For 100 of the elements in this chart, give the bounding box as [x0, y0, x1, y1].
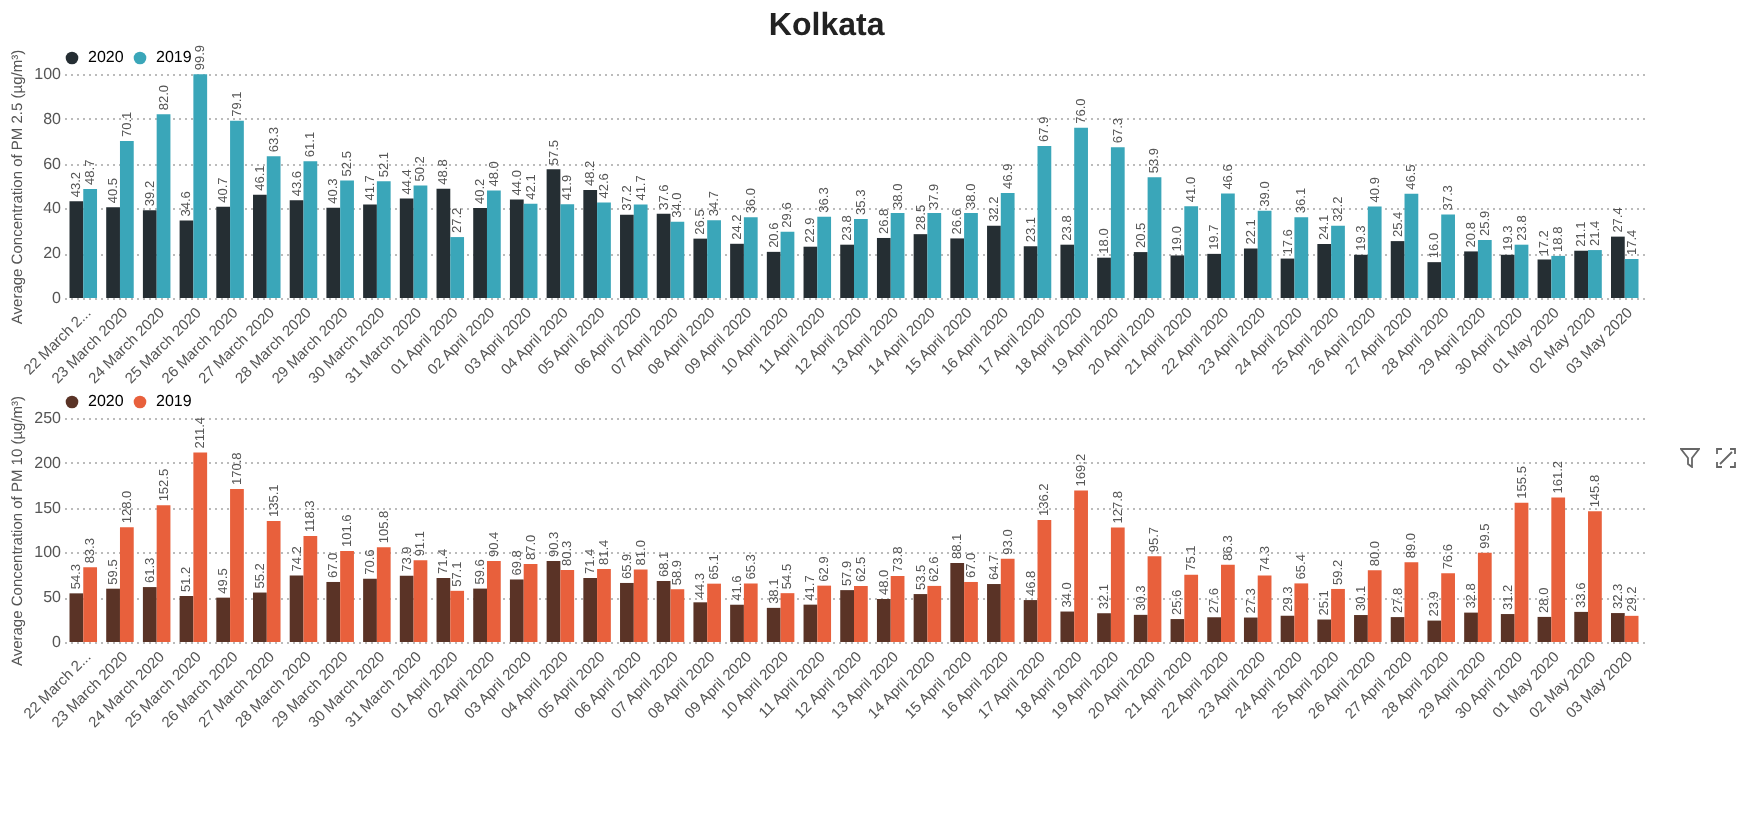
bar [1390, 241, 1405, 298]
bar [707, 583, 721, 642]
bar [780, 593, 795, 642]
bar [964, 212, 978, 298]
bar [597, 569, 611, 642]
bar [230, 488, 244, 642]
bar [523, 203, 538, 298]
bar [473, 207, 487, 298]
bar [1207, 617, 1222, 642]
bar [1294, 583, 1309, 642]
bar [486, 190, 501, 298]
bar [1331, 588, 1345, 642]
bar [1427, 620, 1442, 642]
bar [913, 594, 928, 642]
bar [1610, 613, 1625, 642]
bar [119, 140, 134, 298]
bar [1133, 614, 1148, 642]
bar [876, 598, 891, 642]
bar [950, 563, 965, 642]
bar [1537, 616, 1552, 642]
bar [913, 234, 928, 298]
bar [1624, 259, 1639, 298]
bar [803, 246, 818, 298]
bar [780, 231, 795, 298]
bar [854, 586, 868, 642]
bar [1023, 600, 1038, 642]
bar [1514, 244, 1529, 298]
y-tick-label: 250 [34, 409, 63, 427]
bar [1060, 611, 1075, 642]
bar [142, 210, 157, 298]
bar [546, 169, 561, 298]
bar [473, 588, 487, 642]
bar [1097, 257, 1111, 298]
legend-label: 2019 [156, 48, 193, 66]
bar [1170, 619, 1185, 642]
bar [1280, 258, 1295, 298]
bar [413, 185, 428, 298]
bar [670, 589, 685, 642]
bar [1477, 552, 1492, 642]
bar [1464, 251, 1478, 298]
bar [486, 561, 501, 642]
bar [1588, 511, 1602, 642]
bar [890, 212, 905, 298]
bar [376, 181, 391, 298]
bar [1514, 502, 1529, 642]
bar [1037, 519, 1052, 642]
bar [230, 120, 244, 298]
bar [693, 238, 708, 298]
bar [1610, 236, 1625, 298]
bar [326, 581, 341, 642]
bar [1097, 613, 1111, 642]
bar [1147, 556, 1162, 642]
bar [1184, 574, 1199, 642]
bar [106, 588, 120, 642]
bar [964, 581, 978, 642]
bar [1441, 573, 1455, 642]
bar [743, 217, 758, 298]
y-tick-label: 100 [34, 65, 63, 83]
bar [670, 221, 685, 298]
bar [69, 201, 84, 298]
bar [766, 251, 781, 298]
bar [620, 214, 634, 298]
bar [179, 220, 194, 298]
bar [436, 578, 451, 642]
legend-label: 2019 [156, 392, 193, 410]
y-tick-label: 0 [52, 633, 63, 651]
bar [987, 584, 1001, 642]
bar [1243, 617, 1258, 642]
bar [523, 564, 538, 642]
y-tick-label: 0 [52, 289, 63, 307]
bar [1184, 206, 1199, 298]
bar [1367, 206, 1382, 298]
bar [83, 567, 98, 642]
bar [266, 520, 281, 642]
bar [1441, 214, 1455, 298]
bar [83, 188, 98, 298]
bar [597, 202, 611, 298]
y-tick-label: 150 [34, 498, 63, 517]
bar [303, 161, 318, 298]
bar [1574, 611, 1589, 642]
bar [1427, 262, 1442, 298]
bar [1147, 177, 1162, 298]
bar [289, 575, 304, 642]
bar [730, 243, 744, 298]
bar [1221, 193, 1235, 298]
bar [1354, 615, 1368, 642]
bar [1023, 246, 1038, 298]
bar [340, 550, 354, 642]
bar [730, 604, 744, 642]
bar [560, 204, 575, 298]
bar [656, 580, 671, 642]
bar [193, 452, 208, 642]
y-tick-label: 200 [34, 453, 63, 472]
bar [803, 604, 818, 642]
bar [693, 602, 708, 642]
bar [156, 114, 171, 298]
bar [1110, 147, 1125, 298]
bar [1170, 255, 1185, 298]
bar [950, 238, 965, 298]
bar [1404, 193, 1419, 298]
